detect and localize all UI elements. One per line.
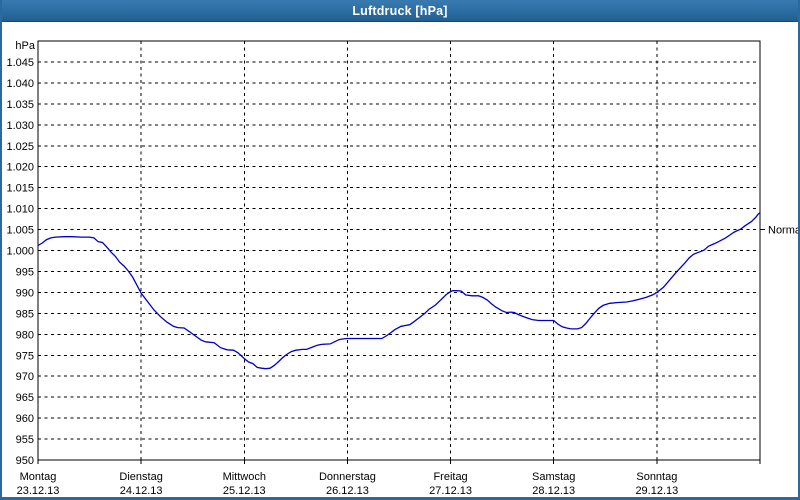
svg-text:1.000: 1.000 xyxy=(6,246,34,258)
day-name-label: Mittwoch xyxy=(223,471,266,483)
svg-text:1.005: 1.005 xyxy=(6,225,34,237)
gridlines xyxy=(38,41,760,460)
svg-text:995: 995 xyxy=(16,266,34,278)
svg-text:1.040: 1.040 xyxy=(6,78,34,90)
y-axis-labels: 1.045 1.040 1.035 1.030 1.025 1.020 1.015 1.010… xyxy=(6,40,35,467)
chart-area: 1.045 1.040 1.035 1.030 1.025 1.020 1.015 1.010… xyxy=(2,22,798,497)
day-date-label: 27.12.13 xyxy=(429,485,472,496)
day-name-label: Donnerstag xyxy=(319,471,376,483)
svg-text:980: 980 xyxy=(16,329,34,341)
pressure-chart: 1.045 1.040 1.035 1.030 1.025 1.020 1.015 1.010… xyxy=(6,40,798,497)
svg-text:985: 985 xyxy=(16,308,34,320)
svg-text:970: 970 xyxy=(16,371,34,383)
svg-text:1.015: 1.015 xyxy=(6,183,34,195)
window-title: Luftdruck [hPa] xyxy=(352,3,448,18)
svg-text:1.010: 1.010 xyxy=(6,204,34,216)
day-date-label: 24.12.13 xyxy=(120,485,163,496)
day-name-label: Montag xyxy=(20,471,57,483)
svg-text:955: 955 xyxy=(16,434,34,446)
svg-text:1.035: 1.035 xyxy=(6,99,34,111)
svg-text:1.030: 1.030 xyxy=(6,120,34,132)
svg-text:960: 960 xyxy=(16,413,34,425)
day-name-label: Dienstag xyxy=(119,471,162,483)
day-name-label: Freitag xyxy=(433,471,467,483)
day-date-label: 25.12.13 xyxy=(223,485,266,496)
y-axis-unit-label: hPa xyxy=(15,40,35,52)
title-bar: Luftdruck [hPa] xyxy=(2,0,798,22)
day-date-label: 29.12.13 xyxy=(635,485,678,496)
svg-text:1.045: 1.045 xyxy=(6,57,34,69)
x-axis-labels: Montag 23.12.13 Dienstag 24.12.13 Mittwoch 25… xyxy=(17,460,761,497)
day-date-label: 23.12.13 xyxy=(17,485,60,496)
plot-border xyxy=(37,40,761,461)
svg-text:1.020: 1.020 xyxy=(6,162,34,174)
day-name-label: Sonntag xyxy=(636,471,677,483)
svg-text:990: 990 xyxy=(16,287,34,299)
svg-text:Normal: Normal xyxy=(768,225,798,237)
svg-text:1.025: 1.025 xyxy=(6,141,34,153)
normal-marker: Normal xyxy=(760,225,798,237)
day-date-label: 26.12.13 xyxy=(326,485,369,496)
svg-text:975: 975 xyxy=(16,350,34,362)
svg-text:965: 965 xyxy=(16,392,34,404)
pressure-series-line xyxy=(37,212,761,370)
day-name-label: Samstag xyxy=(532,471,575,483)
svg-text:950: 950 xyxy=(16,455,34,467)
day-date-label: 28.12.13 xyxy=(532,485,575,496)
